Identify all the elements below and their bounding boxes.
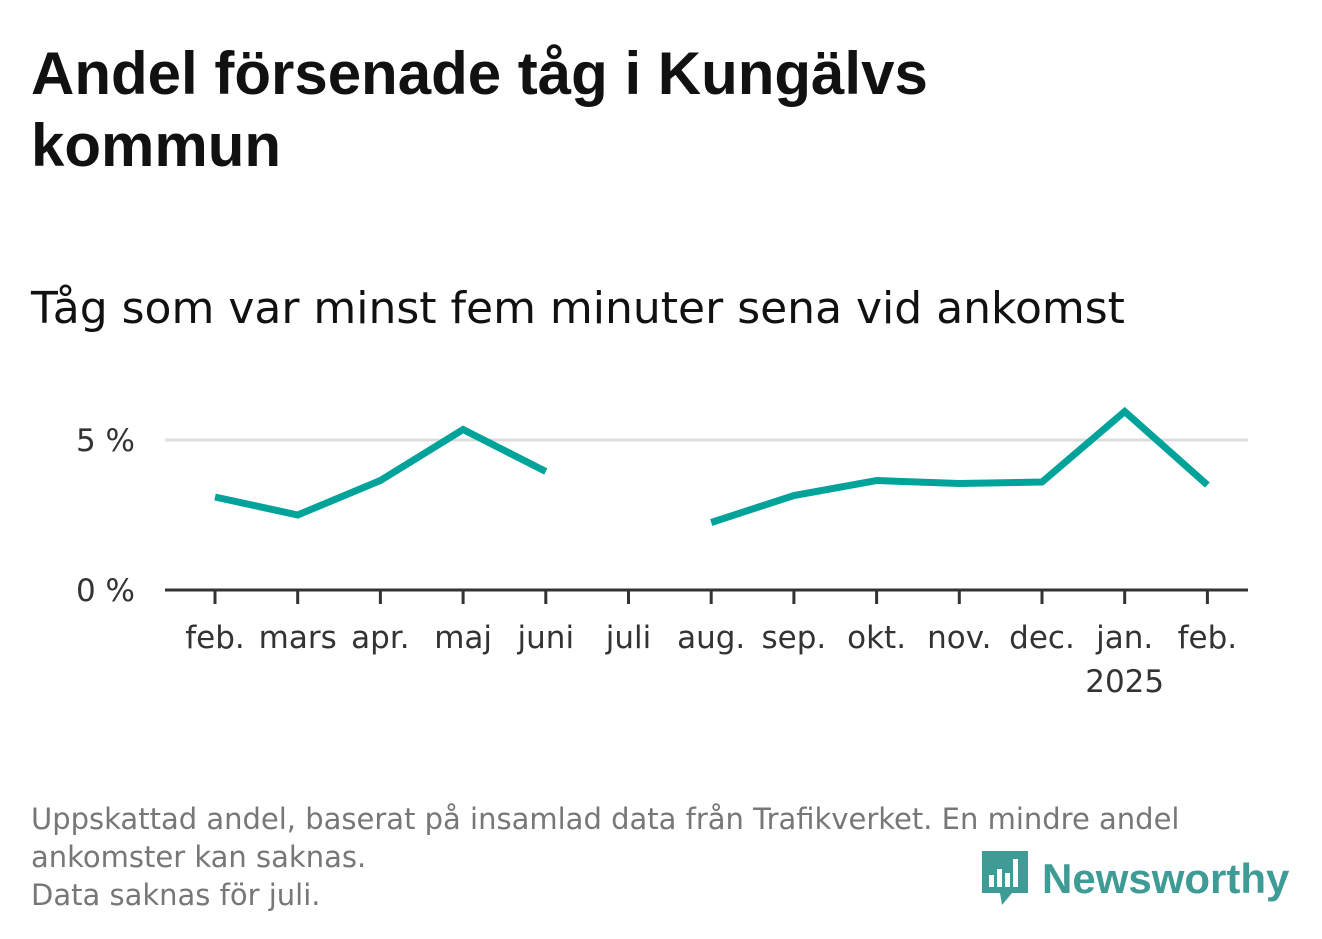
x-tick-label: maj <box>434 620 492 656</box>
newsworthy-logo: Newsworthy <box>980 848 1289 910</box>
footer-line-1: Uppskattad andel, baserat på insamlad da… <box>31 802 1180 836</box>
y-tick-label: 5 % <box>76 423 135 459</box>
x-tick-label: juni <box>517 620 575 656</box>
series-layer <box>214 406 1210 526</box>
series-line-segment <box>214 425 548 519</box>
x-tick-label: aug. <box>677 620 745 656</box>
tick-labels: 0 % 5 % feb. mars apr. maj juni juli aug. sep. okt… <box>76 423 1237 700</box>
footer-note: Uppskattad andel, baserat på insamlad da… <box>31 800 1291 914</box>
y-tick-label: 0 % <box>76 573 135 609</box>
x-axis <box>165 588 1248 604</box>
x-tick-label: juli <box>605 620 652 656</box>
series-line-segment <box>710 406 1210 526</box>
chart-subtitle: Tåg som var minst fem minuter sena vid a… <box>31 283 1125 334</box>
footer-line-2: ankomster kan saknas. <box>31 840 367 874</box>
logo-text: Newsworthy <box>1042 855 1290 902</box>
x-tick-label: sep. <box>762 620 827 656</box>
x-year-label: 2025 <box>1085 664 1164 700</box>
newsworthy-logo-icon <box>982 851 1028 905</box>
x-tick-label: feb. <box>1178 620 1238 656</box>
x-tick-label: mars <box>259 620 337 656</box>
x-tick-label: jan. <box>1095 620 1153 656</box>
x-tick-label: apr. <box>351 620 409 656</box>
x-tick-label: nov. <box>927 620 991 656</box>
x-tick-label: dec. <box>1009 620 1075 656</box>
x-tick-label: feb. <box>185 620 245 656</box>
chart-title: Andel försenade tåg i Kungälvs kommun <box>31 40 928 179</box>
footer-line-3: Data saknas för juli. <box>31 878 321 912</box>
x-tick-label: okt. <box>847 620 906 656</box>
